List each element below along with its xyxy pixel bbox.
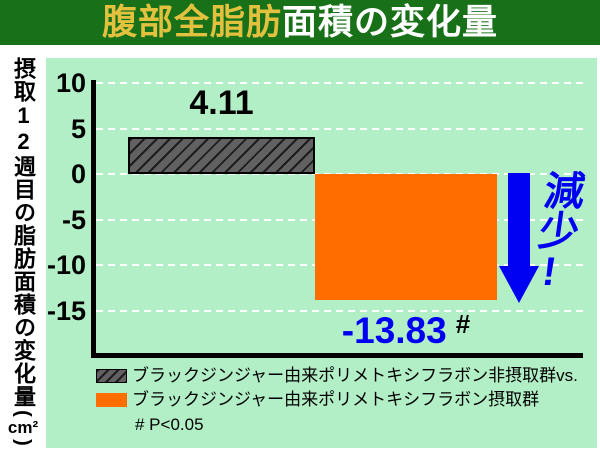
y-tick-neg10: -10 — [46, 250, 86, 280]
x-axis-line — [91, 353, 583, 358]
unit-paren-close: ) — [11, 439, 34, 446]
page-title: 腹部全脂肪面積の変化量 — [102, 5, 498, 40]
chart-title-bar: 腹部全脂肪面積の変化量 — [0, 0, 600, 45]
legend-label-intake: ブラックジンジャー由来ポリメトキシフラボン摂取群 — [132, 390, 540, 409]
y-axis-line — [91, 80, 96, 358]
bar-intake-group — [315, 174, 497, 300]
gridline-10 — [96, 82, 588, 84]
y-tick-5: 5 — [70, 114, 86, 144]
y-tick-10: 10 — [55, 68, 86, 98]
unit-paren-open: ( — [11, 410, 34, 417]
significance-footnote: # P<0.05 — [135, 415, 204, 434]
y-axis-label-column: 摂取12週目の脂肪面積の変化量 ( cm² ) — [0, 57, 46, 449]
plot-area: 10 5 0 -5 -10 -15 4.11 -13.83 # 減少! ブラックジ… — [46, 58, 597, 448]
gridline-neg15 — [96, 310, 588, 312]
y-axis-unit: ( cm² ) — [8, 409, 38, 447]
bar-control-group — [128, 137, 315, 174]
y-tick-neg15: -15 — [46, 296, 86, 326]
y-axis-label: 摂取12週目の脂肪面積の変化量 — [11, 57, 36, 408]
bar1-value-label: 4.11 — [189, 84, 254, 122]
y-tick-0: 0 — [70, 159, 86, 189]
legend-swatch-hatched — [96, 369, 127, 383]
gridline-5 — [96, 128, 588, 130]
title-highlight: 腹部全脂肪 — [101, 3, 282, 42]
decrease-arrow-icon — [499, 173, 539, 303]
significance-marker: # — [455, 309, 471, 339]
legend-swatch-orange — [96, 393, 127, 407]
bar2-value-wrap: -13.83 # — [256, 309, 556, 351]
unit-cm2: cm² — [7, 418, 39, 437]
y-tick-neg5: -5 — [61, 205, 86, 235]
bar2-value-label: -13.83 — [341, 310, 447, 351]
legend-label-control: ブラックジンジャー由来ポリメトキシフラボン非摂取群vs. — [132, 366, 578, 385]
title-rest: 面積の変化量 — [282, 3, 499, 42]
